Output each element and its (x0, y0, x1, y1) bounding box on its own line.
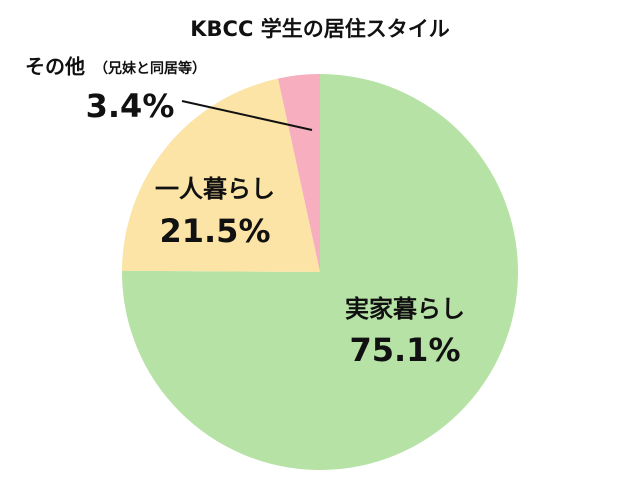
category-detail: （兄妹と同居等） (94, 60, 206, 77)
category-label: 一人暮らし (155, 175, 275, 203)
category-label: 実家暮らし (345, 295, 465, 323)
pie-slice (122, 78, 320, 272)
value-label: 3.4% (86, 87, 175, 125)
category-label: その他 (25, 55, 85, 79)
pie-slice (278, 74, 320, 272)
value-label: 21.5% (159, 212, 270, 250)
value-label: 75.1% (349, 331, 460, 369)
chart-title: KBCC 学生の居住スタイル (190, 17, 449, 41)
leader-line (181, 100, 313, 131)
